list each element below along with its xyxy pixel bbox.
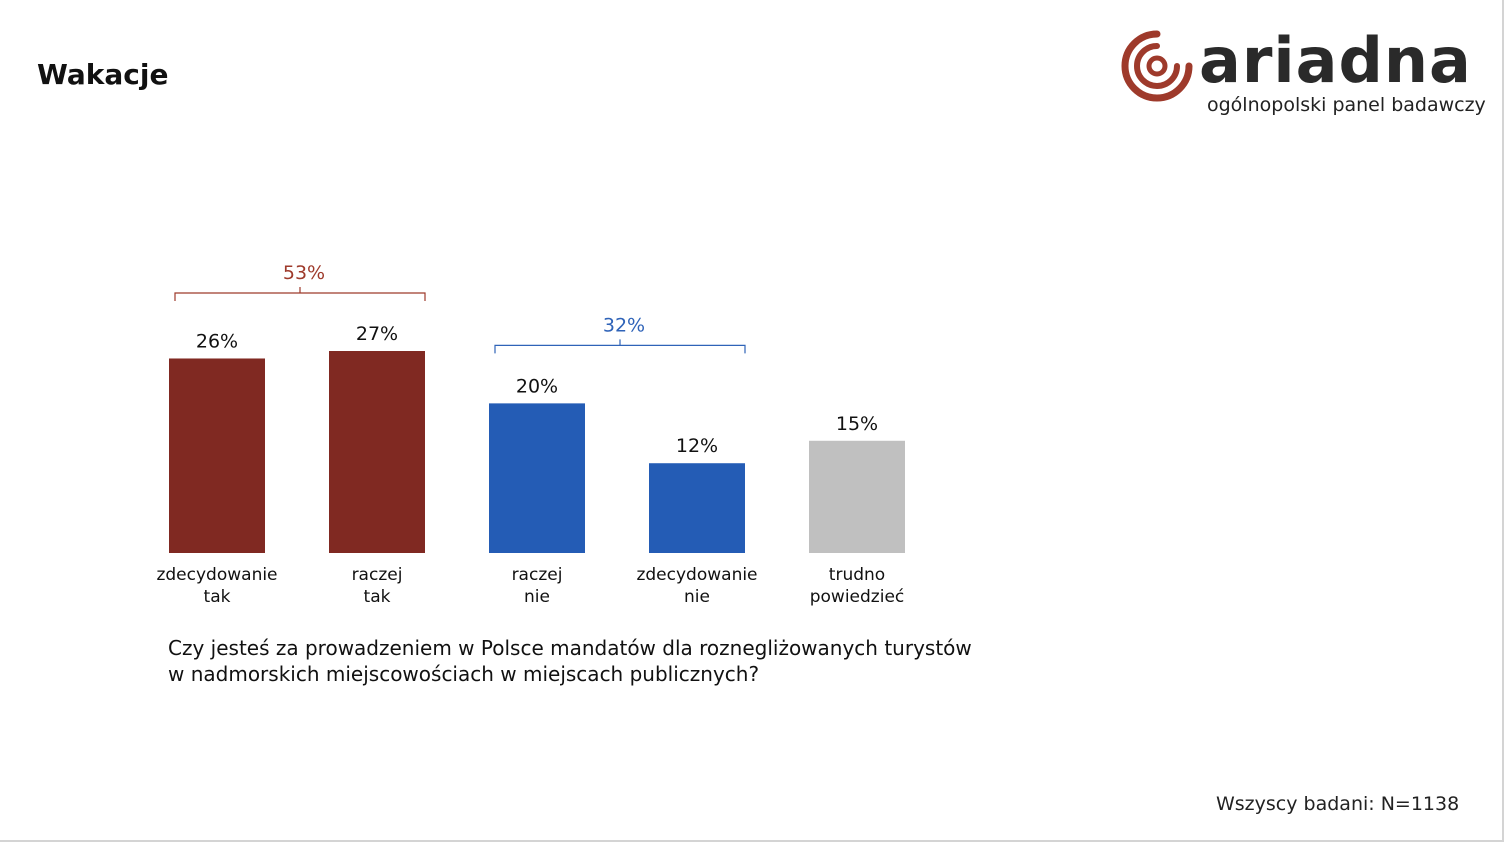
group-bracket-1 [174,287,426,301]
category-label-4-line-1: zdecydowanie [636,565,757,585]
brand-name: ariadna [1199,24,1472,97]
category-label-1-line-1: zdecydowanie [156,565,277,585]
category-label-2-line-1: raczej [352,565,403,585]
data-label-5: 15% [836,413,878,435]
category-label-3-line-2: nie [524,587,550,607]
category-label-3-line-1: raczej [512,565,563,585]
data-label-2: 27% [356,323,398,345]
category-label-5-line-2: powiedzieć [810,587,905,607]
survey-question: Czy jesteś za prowadzeniem w Polsce mand… [168,635,972,687]
sample-note: Wszyscy badani: N=1138 [1216,793,1460,815]
bar-1 [169,358,265,553]
bar-5 [809,440,905,553]
page-title: Wakacje [37,58,169,91]
ariadna-spiral-icon [1121,30,1193,102]
bar-4 [649,463,745,553]
brand-tagline: ogólnopolski panel badawczy [1207,94,1486,116]
question-line-2: w nadmorskich miejscowościach w miejscac… [168,662,760,686]
bar-2 [329,351,425,553]
brand-logo: ariadna ogólnopolski panel badawczy [1117,24,1486,120]
question-line-1: Czy jesteś za prowadzeniem w Polsce mand… [168,636,972,660]
group-label-2: 32% [603,314,645,336]
category-label-5-line-1: trudno [829,565,885,585]
group-label-1: 53% [283,262,325,284]
group-bracket-2 [494,339,746,354]
data-label-4: 12% [676,435,718,457]
category-label-2-line-2: tak [364,587,391,607]
category-label-4-line-2: nie [684,587,710,607]
data-label-1: 26% [196,330,238,352]
category-label-1-line-2: tak [204,587,231,607]
data-label-3: 20% [516,375,558,397]
bar-3 [489,403,585,553]
